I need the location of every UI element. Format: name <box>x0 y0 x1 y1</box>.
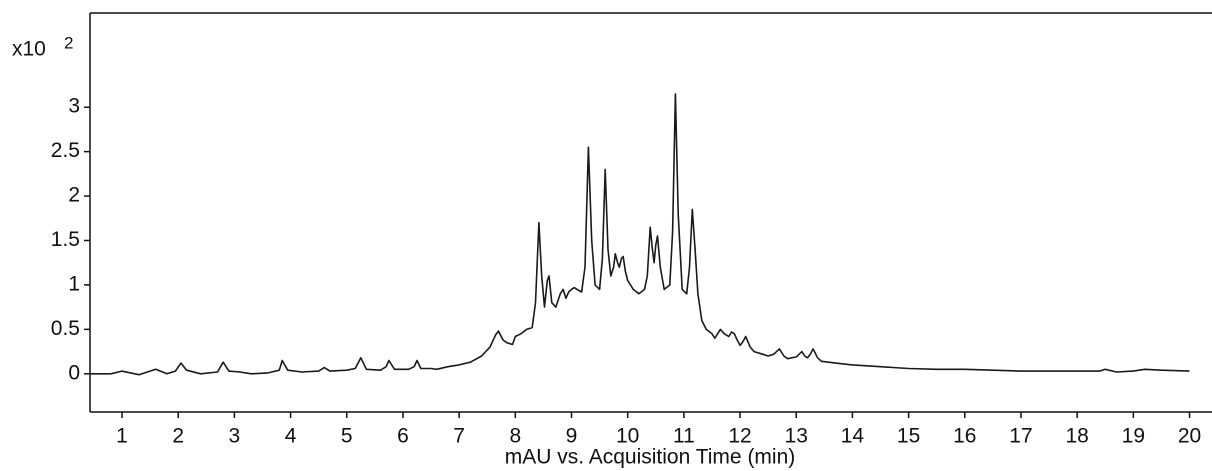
x-tick-label: 10 <box>616 425 639 448</box>
y-multiplier-exponent: 2 <box>64 33 73 52</box>
x-tick-label: 9 <box>566 425 578 448</box>
y-multiplier: x10 <box>12 38 46 61</box>
x-tick-label: 14 <box>841 425 865 448</box>
x-tick-label: 11 <box>673 425 695 448</box>
y-tick-label: 3 <box>68 95 80 118</box>
x-tick-label: 4 <box>285 425 297 448</box>
x-tick-label: 12 <box>728 425 751 448</box>
x-tick-label: 17 <box>1009 425 1032 448</box>
x-tick-label: 15 <box>897 425 920 448</box>
x-tick-label: 13 <box>785 425 808 448</box>
x-tick-label: 3 <box>229 425 241 448</box>
y-tick-label: 2.5 <box>51 139 80 162</box>
x-tick-label: 2 <box>172 425 184 448</box>
x-tick-label: 19 <box>1122 425 1145 448</box>
y-tick-label: 1.5 <box>51 228 80 251</box>
y-tick-label: 1 <box>68 272 80 295</box>
x-tick-label: 7 <box>453 425 465 448</box>
x-axis-label: mAU vs. Acquisition Time (min) <box>505 446 796 469</box>
y-tick-label: 2 <box>68 184 80 207</box>
x-tick-label: 16 <box>953 425 976 448</box>
x-tick-label: 20 <box>1178 425 1201 448</box>
x-tick-label: 1 <box>116 425 128 448</box>
x-tick-label: 18 <box>1065 425 1088 448</box>
y-tick-label: 0.5 <box>51 317 80 340</box>
x-tick-label: 8 <box>509 425 521 448</box>
x-tick-label: 5 <box>341 425 353 448</box>
x-tick-label: 6 <box>397 425 409 448</box>
trace-line <box>90 93 1190 376</box>
y-tick-label: 0 <box>68 361 80 384</box>
